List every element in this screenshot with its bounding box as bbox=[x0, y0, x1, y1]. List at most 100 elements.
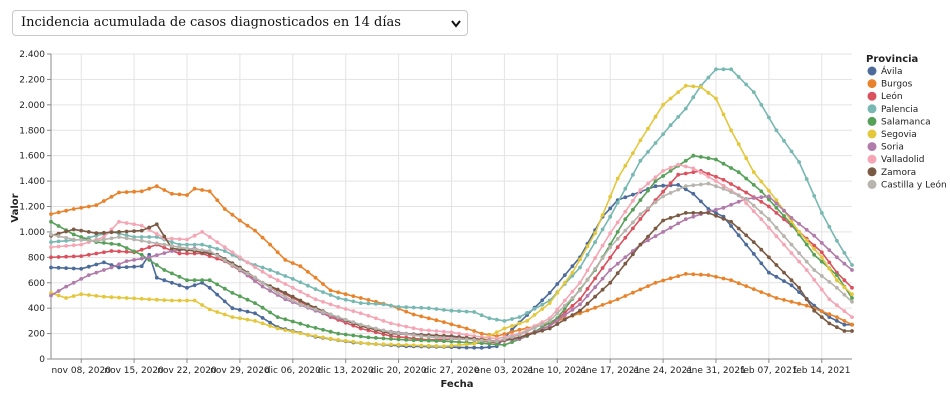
data-point bbox=[109, 194, 114, 199]
data-point bbox=[819, 255, 824, 260]
data-point bbox=[850, 329, 854, 333]
data-point bbox=[706, 172, 711, 176]
data-point bbox=[230, 291, 235, 295]
x-tick-label: nov 15, 2020 bbox=[104, 366, 164, 376]
data-point bbox=[464, 333, 469, 337]
data-point bbox=[774, 205, 779, 210]
legend-item[interactable]: Burgos bbox=[867, 79, 913, 90]
data-point bbox=[608, 268, 613, 272]
data-point bbox=[162, 251, 167, 256]
data-point bbox=[245, 309, 250, 314]
data-point bbox=[525, 311, 529, 315]
data-point bbox=[419, 334, 424, 338]
data-point bbox=[207, 254, 212, 258]
data-point bbox=[812, 233, 817, 238]
data-point bbox=[200, 188, 205, 192]
data-point bbox=[351, 309, 356, 313]
data-point bbox=[600, 213, 605, 217]
data-point bbox=[782, 217, 786, 222]
data-point bbox=[608, 255, 613, 260]
data-point bbox=[207, 249, 212, 253]
data-point bbox=[661, 183, 665, 188]
data-point bbox=[117, 190, 121, 195]
legend-item[interactable]: León bbox=[867, 91, 903, 102]
data-point bbox=[699, 182, 703, 187]
legend-item[interactable]: Salamanca bbox=[867, 116, 931, 128]
data-point bbox=[306, 270, 310, 274]
data-point bbox=[86, 273, 91, 277]
data-point bbox=[79, 242, 84, 247]
data-point bbox=[510, 330, 514, 334]
data-point bbox=[200, 278, 205, 283]
data-point bbox=[328, 288, 333, 293]
data-point bbox=[177, 245, 182, 250]
data-point bbox=[729, 190, 733, 195]
data-point bbox=[192, 278, 197, 283]
data-point bbox=[472, 341, 477, 346]
data-point bbox=[49, 293, 53, 298]
data-point bbox=[615, 297, 620, 302]
data-point bbox=[600, 287, 605, 292]
data-point bbox=[328, 336, 333, 341]
legend-item[interactable]: Valladolid bbox=[867, 154, 925, 166]
data-point bbox=[306, 305, 310, 309]
data-point bbox=[419, 327, 424, 332]
data-point bbox=[540, 307, 545, 311]
data-point bbox=[321, 290, 325, 294]
data-point bbox=[283, 258, 288, 262]
data-point bbox=[767, 293, 771, 297]
legend-item[interactable]: Soria bbox=[867, 142, 904, 153]
indicator-select[interactable]: Incidencia acumulada de casos diagnostic… bbox=[12, 10, 468, 36]
data-point bbox=[638, 242, 643, 247]
legend-item[interactable]: Ávila bbox=[867, 65, 903, 77]
data-point bbox=[124, 265, 129, 269]
data-point bbox=[162, 245, 167, 250]
data-point bbox=[49, 291, 53, 295]
legend-item[interactable]: Palencia bbox=[867, 104, 919, 115]
legend-label: Salamanca bbox=[881, 117, 931, 127]
data-point bbox=[102, 199, 106, 203]
data-point bbox=[714, 274, 718, 279]
data-point bbox=[366, 335, 371, 340]
data-point bbox=[525, 329, 529, 334]
data-point bbox=[185, 251, 189, 256]
data-point bbox=[782, 234, 786, 239]
data-point bbox=[706, 181, 711, 186]
data-point bbox=[260, 316, 265, 320]
series-segovia bbox=[49, 83, 854, 349]
data-point bbox=[683, 187, 688, 192]
data-point bbox=[729, 278, 733, 283]
data-point bbox=[729, 67, 733, 72]
data-point bbox=[298, 302, 303, 307]
data-point bbox=[812, 308, 817, 313]
data-point bbox=[71, 254, 76, 259]
data-point bbox=[79, 277, 84, 281]
data-point bbox=[691, 170, 696, 175]
data-point bbox=[290, 298, 295, 303]
data-point bbox=[124, 296, 129, 300]
data-point bbox=[464, 345, 469, 350]
data-point bbox=[744, 197, 749, 201]
legend-item[interactable]: Segovia bbox=[867, 129, 917, 141]
y-tick-label: 800 bbox=[28, 253, 45, 263]
data-point bbox=[177, 242, 182, 247]
data-point bbox=[336, 315, 341, 319]
data-point bbox=[200, 242, 205, 247]
data-point bbox=[139, 189, 144, 194]
x-tick-label: ene 03, 2021 bbox=[475, 366, 535, 376]
data-point bbox=[631, 151, 635, 156]
data-point bbox=[487, 335, 492, 340]
data-point bbox=[487, 316, 492, 321]
data-point bbox=[721, 177, 726, 182]
data-point bbox=[306, 293, 310, 298]
data-point bbox=[751, 90, 756, 94]
data-point bbox=[94, 203, 99, 208]
legend-item[interactable]: Zamora bbox=[867, 167, 917, 178]
data-point bbox=[328, 302, 333, 307]
y-tick-label: 200 bbox=[28, 330, 45, 340]
data-point bbox=[79, 228, 84, 233]
data-point bbox=[260, 280, 265, 285]
legend-item[interactable]: Castilla y León bbox=[867, 179, 947, 190]
data-point bbox=[49, 265, 53, 270]
data-point bbox=[510, 340, 514, 344]
